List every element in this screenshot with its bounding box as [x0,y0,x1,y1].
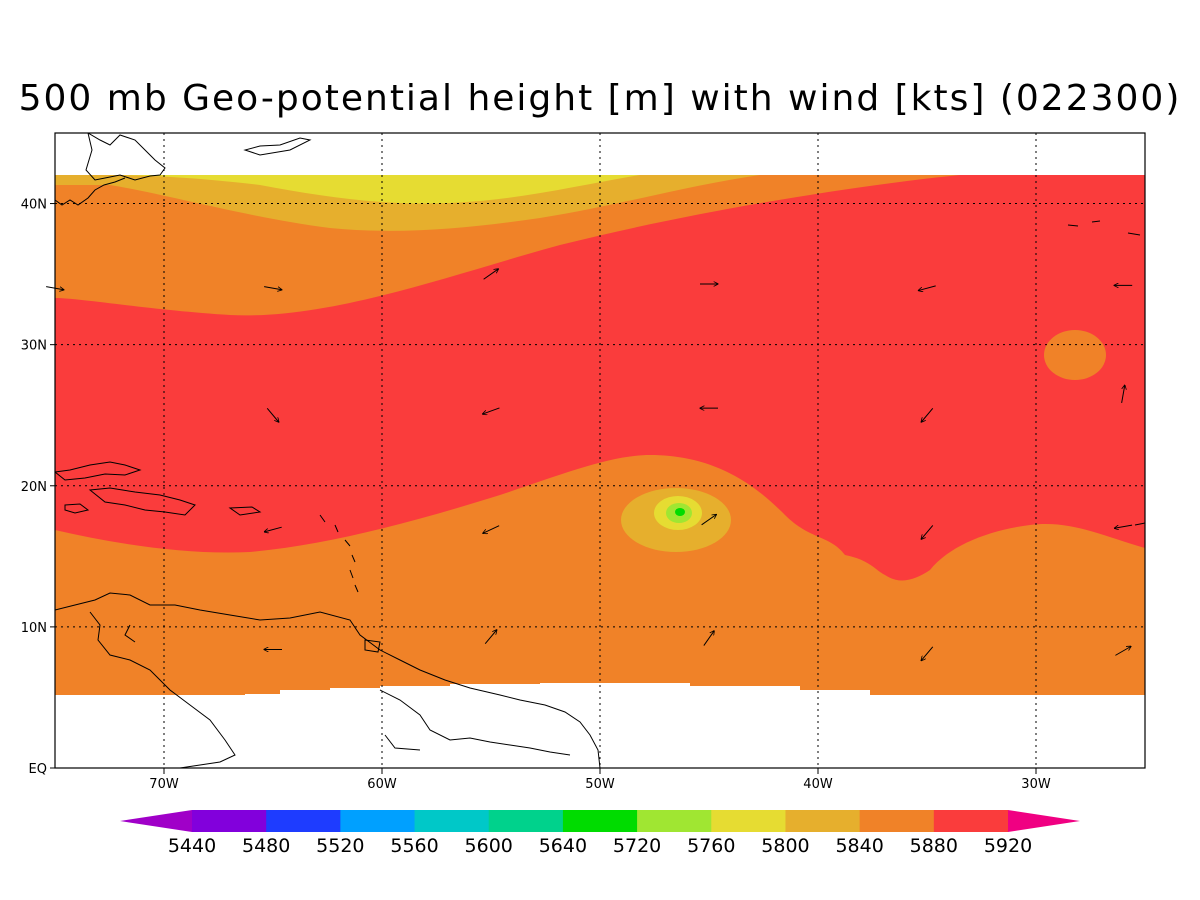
wind-arrow [701,514,717,526]
coastline-jamaica [64,503,90,514]
colorbar-label: 5440 [168,835,216,857]
colorbar-swatch [562,810,638,832]
no-data-south [55,683,1145,768]
contour-fill-5760-north [120,175,640,204]
colorbar-label: 5760 [687,835,735,857]
colorbar-swatch [488,810,564,832]
colorbar-swatch [340,810,416,832]
colorbar-swatch [785,810,861,832]
wind-arrow [1115,646,1131,656]
lat-tick-label: 10N [21,621,47,636]
lon-tick-label: 60W [367,777,397,792]
colorbar-swatch [637,810,712,832]
colorbar-label: 5520 [316,835,364,857]
colorbar-cap-high [1008,810,1080,832]
colorbar-swatch [266,810,341,832]
lon-tick-label: 30W [1021,777,1051,792]
colorbar-swatch [859,810,935,832]
coastline-lesser-antilles [319,514,359,593]
colorbar-label: 5800 [761,835,809,857]
colorbar-label: 5720 [613,835,661,857]
wind-arrow [264,526,282,532]
lon-tick-label: 40W [803,777,833,792]
wind-vectors [46,269,1132,661]
colorbar-swatch [933,810,1009,832]
colorbar-label: 5600 [465,835,513,857]
coastlines [55,133,1145,768]
wind-arrow [921,525,934,539]
wind-arrow [484,630,497,644]
tick-labels: 70W 60W 50W 40W 30W EQ 10N 20N 30N 40N [21,198,1051,792]
coastline-nova-scotia [243,137,312,156]
wind-arrow [921,408,934,422]
coastline-canary [1134,522,1145,526]
colorbar-label: 5840 [835,835,883,857]
wind-arrow [483,269,499,280]
lon-tick-label: 70W [149,777,179,792]
lat-tick-label: 30N [21,339,47,354]
colorbar-swatch [192,810,267,832]
contour-fill-5640-center [675,508,685,516]
wind-arrow [1121,385,1125,404]
wind-arrow [46,286,64,290]
colorbar-label: 5560 [390,835,438,857]
colorbar-label: 5480 [242,835,290,857]
coastline-trinidad [364,639,381,653]
coastline-guyana [379,689,571,756]
coastline-puerto-rico [228,506,262,516]
wind-arrow [1114,524,1133,528]
colorbar-cap-low [120,810,192,832]
coastline-cuba [55,461,142,481]
wind-arrow [266,408,279,422]
colorbar-label: 5640 [539,835,587,857]
wind-arrow [918,285,936,291]
wind-arrow [483,407,500,414]
wind-arrow [703,631,714,646]
lat-tick-label: 20N [21,480,47,495]
coastline-east-us [55,177,126,206]
map-title: 500 mb Geo-potential height [m] with win… [18,78,1182,119]
lat-tick-label: 40N [21,198,47,213]
colorbar-swatch [711,810,786,832]
coastline-hispaniola [88,487,196,516]
coastline-northeast-us [85,133,166,181]
wind-arrow [483,525,500,534]
lat-tick-label: EQ [29,762,47,777]
colorbar-label: 5920 [984,835,1032,857]
wind-arrow [264,286,282,290]
contour-fill-5840-bubble [1044,330,1106,380]
grid-lines [50,133,1145,774]
wind-arrow [921,646,934,661]
coastline-azores [1067,220,1141,236]
colorbar-label: 5880 [910,835,958,857]
contour-fill-5840-south [55,455,1145,695]
colorbar-swatch [414,810,490,832]
coastline-south-america [55,592,601,768]
colorbar: 5440 5480 5520 5560 5600 5640 5720 5760 5800 5840… [120,810,1080,857]
lon-tick-label: 50W [585,777,615,792]
